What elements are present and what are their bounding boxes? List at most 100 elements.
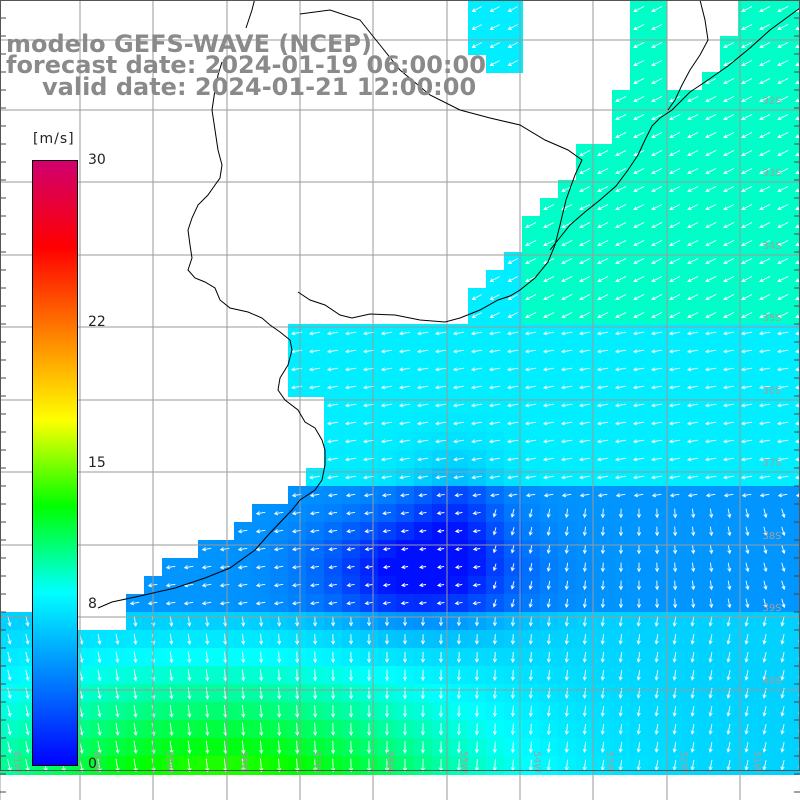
wind-arrow <box>169 758 174 773</box>
wind-speed-cell <box>612 720 631 739</box>
wind-speed-cell <box>378 738 397 757</box>
wind-arrow <box>489 312 500 318</box>
wind-arrow <box>794 421 800 426</box>
wind-arrow <box>564 526 569 537</box>
wind-speed-cell <box>576 252 595 271</box>
wind-speed-cell <box>558 576 577 595</box>
wind-arrow <box>241 704 246 718</box>
wind-speed-cell <box>324 504 343 523</box>
wind-arrow <box>400 529 409 534</box>
wind-arrow <box>560 475 573 480</box>
wind-arrow <box>776 367 789 372</box>
wind-speed-cell <box>576 738 595 757</box>
wind-arrow <box>507 24 518 30</box>
wind-speed-cell <box>648 504 667 523</box>
wind-arrow <box>776 385 789 390</box>
colorbar-tick-label: 0 <box>88 756 97 772</box>
wind-arrow <box>402 634 408 645</box>
wind-arrow <box>579 312 591 319</box>
wind-arrow <box>380 403 393 408</box>
wind-arrow <box>687 186 699 193</box>
wind-arrow <box>615 312 627 319</box>
wind-arrow <box>686 439 699 444</box>
wind-arrow <box>331 758 336 773</box>
wind-speed-cell <box>522 324 541 343</box>
wind-speed-cell <box>576 504 595 523</box>
wind-arrow <box>384 687 390 700</box>
wind-arrow <box>777 60 789 67</box>
wind-speed-cell <box>396 540 415 559</box>
wind-arrow <box>205 722 210 737</box>
wind-arrow <box>489 294 500 300</box>
wind-arrow <box>344 367 357 372</box>
wind-arrow <box>632 403 645 408</box>
wind-arrow <box>740 475 753 480</box>
wind-arrow <box>543 294 555 301</box>
wind-speed-cell <box>288 342 307 361</box>
wind-speed-cell <box>774 288 793 307</box>
wind-arrow <box>794 439 800 444</box>
wind-arrow <box>367 634 372 645</box>
wind-speed-cell <box>558 180 577 199</box>
wind-speed-cell <box>540 270 559 289</box>
wind-arrow <box>690 742 695 753</box>
wind-arrow <box>722 349 735 354</box>
wind-speed-cell <box>468 360 487 379</box>
wind-speed-cell <box>486 666 505 685</box>
wind-arrow <box>382 547 391 552</box>
wind-speed-cell <box>486 738 505 757</box>
wind-arrow <box>758 367 771 372</box>
wind-speed-cell <box>774 126 793 145</box>
wind-speed-cell <box>630 648 649 667</box>
wind-arrow <box>471 42 482 48</box>
wind-speed-cell <box>414 360 433 379</box>
wind-arrow <box>416 421 429 426</box>
wind-speed-cell <box>774 396 793 415</box>
wind-speed-cell <box>270 648 289 667</box>
wind-arrow <box>596 475 609 480</box>
wind-arrow <box>687 312 699 319</box>
wind-arrow <box>313 633 318 645</box>
wind-arrow <box>561 294 573 301</box>
wind-arrow <box>615 96 627 103</box>
wind-speed-cell <box>720 756 739 775</box>
wind-speed-cell <box>648 702 667 721</box>
wind-arrow <box>560 331 573 336</box>
wind-arrow <box>650 475 663 480</box>
wind-arrow <box>201 583 212 588</box>
wind-arrow <box>687 276 699 283</box>
wind-arrow <box>795 80 800 85</box>
wind-speed-cell <box>756 702 775 721</box>
wind-arrow <box>507 475 519 480</box>
wind-arrow <box>331 669 336 682</box>
wind-speed-cell <box>468 594 487 613</box>
wind-speed-cell <box>504 576 523 595</box>
wind-arrow <box>400 493 410 498</box>
wind-speed-cell <box>720 468 739 487</box>
wind-arrow <box>632 439 645 444</box>
wind-speed-cell <box>648 126 667 145</box>
wind-speed-cell <box>414 468 433 487</box>
wind-arrow <box>745 508 750 519</box>
wind-arrow <box>344 331 357 336</box>
wind-arrow <box>489 6 500 12</box>
wind-arrow <box>349 758 354 773</box>
wind-speed-cell <box>612 468 631 487</box>
wind-arrow <box>489 24 500 30</box>
wind-arrow <box>709 580 714 591</box>
wind-arrow <box>7 651 12 663</box>
wind-speed-cell <box>666 198 685 217</box>
wind-speed-cell <box>450 432 469 451</box>
wind-arrow <box>759 150 771 157</box>
wind-arrow <box>614 421 627 426</box>
wind-arrow <box>400 511 409 516</box>
wind-speed-cell <box>702 738 721 757</box>
wind-speed-cell <box>756 684 775 703</box>
wind-arrow <box>399 457 411 462</box>
wind-arrow <box>488 349 501 354</box>
wind-arrow <box>382 583 391 588</box>
wind-speed-cell <box>756 108 775 127</box>
wind-speed-cell <box>504 504 523 523</box>
wind-arrow <box>722 403 735 408</box>
wind-arrow <box>402 723 408 736</box>
